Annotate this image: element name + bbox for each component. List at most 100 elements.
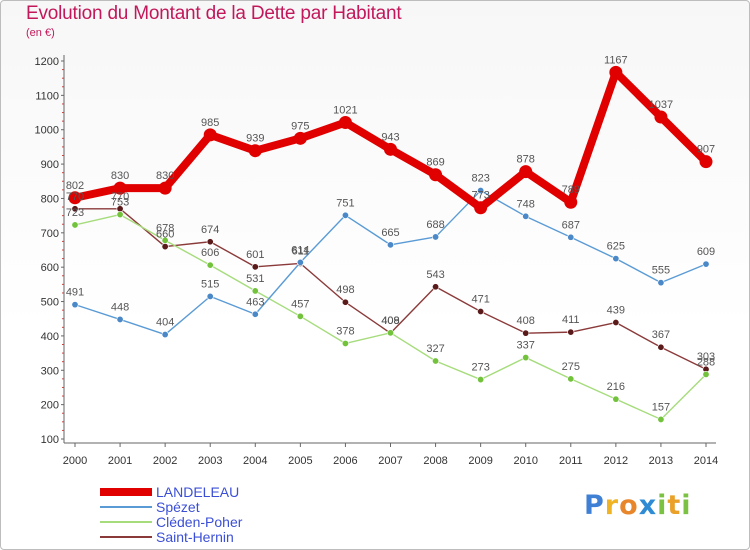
proxiti-logo: Proxiti bbox=[584, 490, 692, 521]
data-point bbox=[477, 187, 485, 195]
data-label: 611 bbox=[292, 245, 310, 257]
legend-swatch bbox=[100, 521, 152, 523]
data-label: 555 bbox=[652, 265, 670, 277]
data-point bbox=[206, 292, 214, 300]
data-point bbox=[296, 312, 304, 320]
data-label: 943 bbox=[381, 131, 399, 143]
data-label: 216 bbox=[607, 381, 625, 393]
data-point bbox=[68, 191, 82, 205]
x-tick-label: 2001 bbox=[108, 455, 132, 467]
data-point bbox=[654, 110, 668, 124]
data-label: 157 bbox=[652, 401, 670, 413]
logo-letter: i bbox=[681, 490, 692, 521]
y-tick-label: 700 bbox=[41, 228, 59, 240]
data-label: 748 bbox=[517, 198, 535, 210]
data-point bbox=[567, 233, 575, 241]
data-point bbox=[251, 287, 259, 295]
data-label: 789 bbox=[562, 184, 580, 196]
data-label: 606 bbox=[201, 247, 219, 259]
data-label: 409 bbox=[381, 315, 399, 327]
data-point bbox=[519, 165, 533, 179]
logo-letter: t bbox=[667, 490, 682, 521]
data-label: 1167 bbox=[604, 54, 628, 66]
legend-swatch bbox=[100, 506, 152, 508]
data-label: 985 bbox=[201, 117, 219, 129]
data-label: 543 bbox=[426, 269, 444, 281]
data-label: 975 bbox=[291, 120, 309, 132]
data-point bbox=[609, 65, 623, 79]
data-label: 753 bbox=[111, 197, 129, 209]
data-label: 1037 bbox=[649, 99, 673, 111]
data-point bbox=[341, 339, 349, 347]
data-point bbox=[161, 331, 169, 339]
data-label: 1021 bbox=[333, 105, 357, 117]
x-tick-label: 2005 bbox=[288, 455, 312, 467]
data-point bbox=[477, 308, 485, 316]
x-tick-label: 2009 bbox=[468, 455, 492, 467]
data-point bbox=[657, 415, 665, 423]
logo-letter: x bbox=[638, 490, 658, 521]
x-tick-label: 2013 bbox=[649, 455, 673, 467]
data-label: 367 bbox=[652, 329, 670, 341]
data-label: 531 bbox=[246, 273, 264, 285]
data-point bbox=[71, 301, 79, 309]
data-label: 660 bbox=[156, 229, 174, 241]
y-tick-label: 400 bbox=[41, 331, 59, 343]
legend-label: Spézet bbox=[156, 499, 200, 515]
data-label: 751 bbox=[336, 197, 354, 209]
data-label: 327 bbox=[426, 343, 444, 355]
data-label: 674 bbox=[201, 224, 219, 236]
x-tick-label: 2010 bbox=[513, 455, 537, 467]
data-point bbox=[338, 116, 352, 130]
data-label: 288 bbox=[697, 356, 715, 368]
data-label: 830 bbox=[111, 170, 129, 182]
data-label: 408 bbox=[517, 315, 535, 327]
data-label: 273 bbox=[471, 362, 489, 374]
legend-swatch bbox=[100, 488, 152, 496]
data-label: 411 bbox=[562, 314, 580, 326]
x-tick-label: 2008 bbox=[423, 455, 447, 467]
data-label: 830 bbox=[156, 170, 174, 182]
data-label: 601 bbox=[246, 249, 264, 261]
data-label: 303 bbox=[697, 351, 715, 363]
data-point bbox=[474, 201, 488, 215]
data-label: 770 bbox=[66, 191, 84, 203]
data-label: 665 bbox=[381, 227, 399, 239]
chart-title: Evolution du Montant de la Dette par Hab… bbox=[26, 3, 402, 24]
unit-label: (en €) bbox=[26, 27, 55, 39]
x-tick-label: 2004 bbox=[243, 455, 267, 467]
data-label: 408 bbox=[381, 315, 399, 327]
data-point bbox=[251, 263, 259, 271]
data-point bbox=[161, 243, 169, 251]
data-label: 869 bbox=[426, 157, 444, 169]
data-point bbox=[113, 181, 127, 195]
data-point bbox=[567, 375, 575, 383]
data-label: 687 bbox=[562, 219, 580, 231]
logo-letter: o bbox=[619, 490, 639, 521]
data-point bbox=[161, 236, 169, 244]
data-label: 463 bbox=[246, 296, 264, 308]
logo-letter: i bbox=[657, 490, 668, 521]
y-tick-label: 100 bbox=[41, 434, 59, 446]
data-point bbox=[384, 142, 397, 156]
y-tick-label: 500 bbox=[41, 297, 59, 309]
y-tick-label: 600 bbox=[41, 262, 59, 274]
x-tick-label: 2006 bbox=[333, 455, 357, 467]
x-tick-label: 2012 bbox=[604, 455, 628, 467]
data-point bbox=[341, 298, 349, 306]
data-label: 515 bbox=[201, 278, 219, 290]
data-point bbox=[657, 279, 665, 287]
data-point bbox=[702, 370, 710, 378]
legend-label: Saint-Hernin bbox=[156, 529, 234, 545]
y-tick-label: 1000 bbox=[35, 125, 59, 137]
legend-label: Cléden-Poher bbox=[156, 514, 243, 530]
data-point bbox=[612, 319, 620, 327]
logo-letter: P bbox=[584, 490, 605, 521]
y-tick-label: 800 bbox=[41, 193, 59, 205]
logo-letter: r bbox=[604, 490, 620, 521]
data-point bbox=[206, 261, 214, 269]
data-point bbox=[248, 144, 262, 158]
y-tick-label: 300 bbox=[41, 365, 59, 377]
series-lines bbox=[68, 65, 713, 423]
